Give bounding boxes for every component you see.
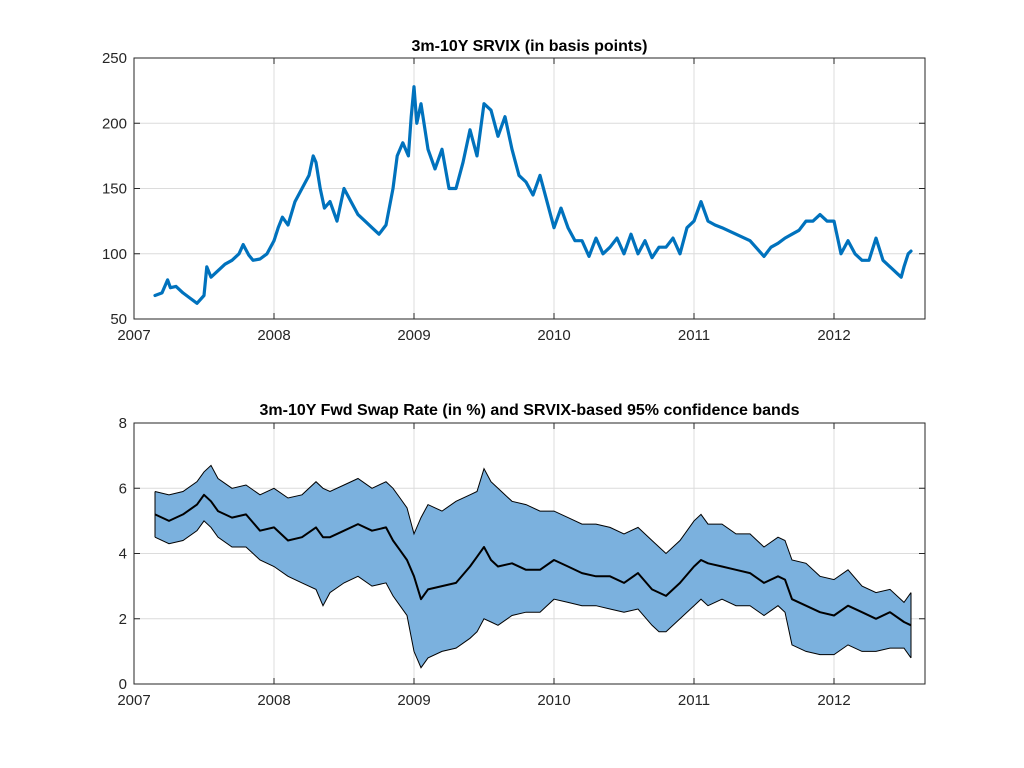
- x-tick-label: 2007: [117, 692, 150, 709]
- srvix-y-tick-labels: 50 100 150 200 250: [102, 50, 127, 328]
- x-tick-label: 2008: [257, 327, 290, 344]
- x-tick-label: 2010: [537, 327, 570, 344]
- y-tick-label: 4: [119, 546, 127, 563]
- srvix-chart-title: 3m-10Y SRVIX (in basis points): [412, 38, 648, 55]
- confidence-band-area: [155, 465, 911, 668]
- srvix-x-tick-labels: 2007 2008 2009 2010 2011 2012: [117, 327, 850, 344]
- swap-rate-chart-title: 3m-10Y Fwd Swap Rate (in %) and SRVIX-ba…: [260, 402, 800, 419]
- srvix-series: [153, 85, 913, 305]
- srvix-axes-box: [133, 57, 926, 320]
- x-tick-label: 2012: [817, 692, 850, 709]
- upper-band-line: [154, 464, 912, 604]
- y-tick-label: 6: [119, 480, 127, 497]
- y-tick-label: 0: [119, 676, 127, 693]
- y-tick-label: 2: [119, 611, 127, 628]
- y-tick-label: 50: [110, 311, 127, 328]
- x-tick-label: 2007: [117, 327, 150, 344]
- x-tick-label: 2011: [678, 692, 710, 709]
- y-tick-label: 100: [102, 246, 127, 263]
- x-tick-label: 2009: [397, 692, 430, 709]
- swap-rate-axes-box: [133, 422, 926, 685]
- x-tick-label: 2010: [537, 692, 570, 709]
- y-tick-label: 200: [102, 115, 127, 132]
- x-tick-label: 2012: [817, 327, 850, 344]
- x-tick-label: 2011: [678, 327, 710, 344]
- srvix-line: [153, 85, 913, 305]
- x-tick-label: 2008: [257, 692, 290, 709]
- x-tick-label: 2009: [397, 327, 430, 344]
- swap-rate-y-tick-labels: 0 2 4 6 8: [119, 415, 127, 693]
- srvix-chart: 2007 2008 2009 2010 2011 2012 50100150200250 …: [102, 38, 926, 344]
- swap-rate-series: [154, 464, 912, 669]
- lower-band-line: [154, 520, 912, 669]
- swap-rate-line: [154, 493, 912, 627]
- swap-rate-x-tick-labels: 2007 2008 2009 2010 2011 2012: [117, 692, 850, 709]
- y-tick-label: 150: [102, 181, 127, 198]
- y-tick-label: 8: [119, 415, 127, 432]
- y-tick-label: 250: [102, 50, 127, 67]
- swap-rate-chart: 2007 2008 2009 2010 2011 2012 0 2 4 6 8 3m-10Y Fw…: [117, 402, 926, 709]
